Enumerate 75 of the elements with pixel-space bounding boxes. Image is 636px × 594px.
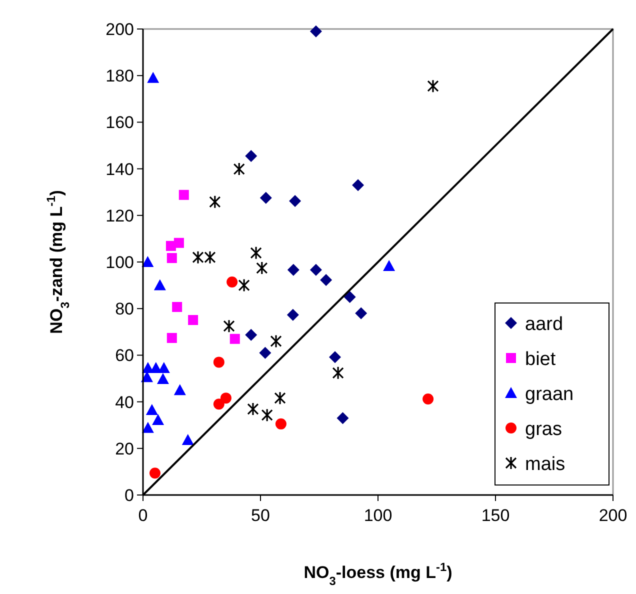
point: [336, 412, 349, 424]
y-tick-label: 80: [115, 300, 134, 319]
point: [332, 366, 344, 380]
point: [142, 256, 154, 267]
point: [287, 264, 300, 276]
point: [220, 392, 232, 404]
y-tick-label: 200: [106, 20, 134, 39]
point: [146, 404, 158, 415]
point: [320, 274, 332, 286]
x-tick-label: 0: [138, 506, 148, 525]
point: [174, 238, 184, 248]
point: [256, 261, 268, 275]
point: [154, 279, 166, 290]
point: [250, 246, 262, 260]
point: [233, 162, 245, 176]
point: [188, 315, 198, 326]
point: [209, 195, 221, 209]
legend-label: gras: [525, 419, 562, 440]
point: [427, 79, 439, 93]
point: [192, 250, 204, 264]
point: [286, 308, 299, 321]
point: [147, 72, 160, 83]
y-tick-label: 0: [124, 486, 134, 505]
point: [238, 278, 250, 292]
legend-label: aard: [525, 314, 564, 335]
point: [275, 418, 286, 430]
point: [289, 194, 302, 207]
point: [223, 319, 235, 333]
point: [352, 179, 364, 192]
point: [213, 398, 224, 410]
point: [261, 408, 273, 422]
point: [182, 434, 194, 446]
point: [328, 351, 341, 364]
legend-label: graan: [525, 384, 574, 405]
y-tick-label: 60: [115, 346, 134, 366]
y-tick-label: 140: [106, 160, 134, 179]
y-tick-label: 20: [115, 439, 134, 458]
point: [245, 150, 258, 162]
point: [142, 422, 154, 433]
point: [247, 402, 259, 416]
point: [156, 372, 169, 384]
point: [383, 260, 396, 271]
point: [270, 334, 282, 348]
point: [344, 290, 356, 303]
point: [226, 276, 238, 288]
x-axis-title: NO$_{3}$-loess (mg L$^{-1}$): [304, 560, 452, 588]
point: [213, 356, 224, 368]
legend-label: mais: [525, 454, 566, 475]
point: [310, 264, 322, 276]
point: [259, 346, 272, 359]
point: [166, 332, 177, 343]
y-tick-label: 40: [115, 392, 134, 412]
point: [174, 384, 186, 396]
point: [178, 190, 189, 200]
point: [166, 253, 177, 264]
point: [274, 391, 286, 405]
point: [355, 307, 368, 320]
point: [152, 414, 164, 425]
y-tick-label: 120: [106, 206, 134, 226]
point: [172, 302, 182, 312]
y-tick-label: 100: [106, 253, 134, 272]
x-tick-label: 200: [598, 506, 628, 525]
x-tick-label: 150: [481, 506, 510, 525]
x-tick-label: 100: [364, 506, 392, 525]
point: [204, 250, 216, 264]
point: [230, 334, 240, 344]
y-tick-label: 180: [106, 66, 134, 86]
point: [149, 468, 160, 479]
point: [310, 25, 322, 38]
x-tick-label: 50: [251, 506, 270, 525]
y-tick-label: 160: [106, 113, 134, 132]
point: [260, 192, 272, 204]
legend-label: biet: [525, 349, 556, 370]
point: [245, 328, 258, 341]
point: [422, 394, 434, 405]
